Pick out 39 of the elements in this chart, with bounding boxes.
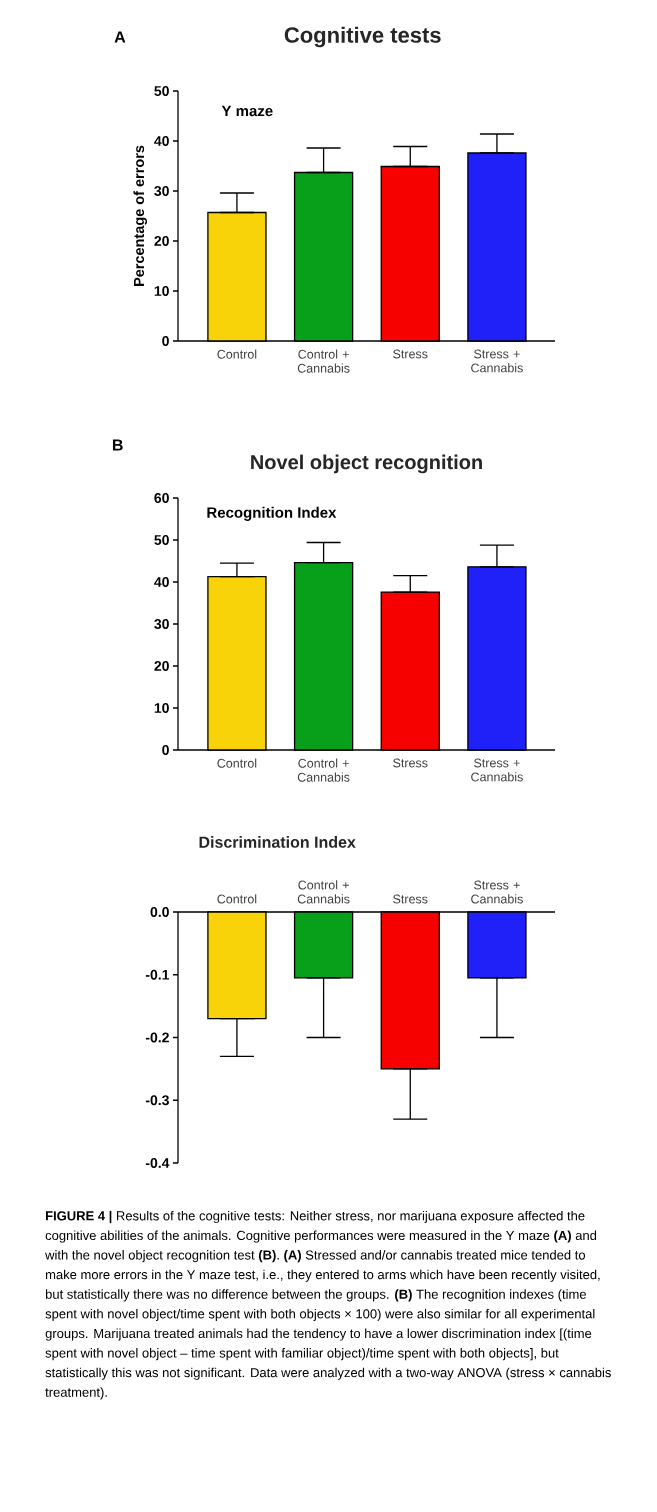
text: Recognition Index [207, 506, 337, 521]
x-tick-label: Control + Cannabis [297, 758, 350, 782]
y-tick-label: 50 [154, 535, 169, 545]
y-tick-label: 60 [154, 493, 169, 503]
text: B [112, 439, 123, 451]
y-tick-label: -0.3 [145, 1095, 169, 1106]
y-tick-label: -0.4 [145, 1158, 170, 1168]
y-tick-label: 20 [154, 236, 169, 246]
y-tick-label: 10 [154, 703, 169, 713]
x-tick-label: Control [217, 349, 257, 359]
x-tick-label: Control + Cannabis [297, 880, 350, 904]
y-tick-label: 10 [154, 286, 169, 296]
x-tick-label: Stress [393, 758, 428, 768]
x-tick-label: Stress + Cannabis [471, 758, 523, 782]
chart-title: Novel object recognition [251, 454, 482, 474]
y-tick-label: 40 [154, 136, 169, 146]
y-tick-label: -0.2 [145, 1032, 169, 1043]
x-tick-label: Control [217, 894, 257, 904]
text: A [114, 31, 126, 43]
y-tick-label: 0.0 [150, 907, 169, 917]
x-tick-label: Stress + Cannabis [471, 880, 523, 904]
y-tick-label: 40 [154, 577, 169, 587]
x-tick-label: Stress [393, 894, 428, 904]
y-tick-label: 50 [154, 86, 169, 96]
y-axis-title: Percentage of errors [133, 145, 148, 286]
y-tick-label: 30 [154, 186, 169, 196]
chart-title: Cognitive tests [284, 26, 441, 48]
y-tick-label: 0 [162, 745, 169, 755]
x-tick-label: Stress [393, 349, 428, 359]
text: Y maze [221, 105, 273, 117]
y-tick-label: 20 [154, 661, 169, 671]
text: FIGURE 4 | Results of the cognitive tests: Neither stress, nor marijuana exposure affected the cognitive abilities of the animals. Cognitive performances were measured in the Y maze (A) and with the novel object recognition test (B). (A) Stressed and/or cannabis treated mice tended to make more errors in the Y maze test, i.e., they entered to arms which have been recently visited, but statistically there was no difference between the groups. (B) The recognition indexes (time spent with novel object/time spent with both objects × 100) were also similar for all experimental groups. Marijuana treated animals had the tendency to have a lower discrimination index [(time spent with novel object – time spent with familiar object)/time spent with both objects], but statistically this was not significant. Data were analyzed with a two-way ANOVA (stress × cannabis treatment). [45, 1210, 611, 1400]
x-tick-label: Control + Cannabis [297, 349, 350, 373]
y-tick-label: -0.1 [145, 969, 170, 980]
y-tick-label: 0 [162, 336, 169, 346]
y-tick-label: 30 [154, 619, 169, 629]
x-tick-label: Control [217, 758, 257, 768]
x-tick-label: Stress + Cannabis [471, 349, 523, 373]
chart-title: Discrimination Index [199, 836, 356, 848]
